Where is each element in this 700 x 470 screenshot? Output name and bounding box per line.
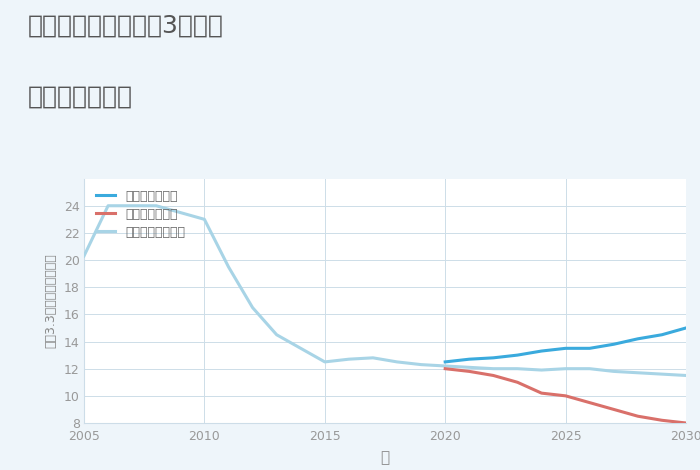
Text: 三重県名張市希央台3番町の: 三重県名張市希央台3番町の [28, 14, 224, 38]
Text: 土地の価格推移: 土地の価格推移 [28, 85, 133, 109]
Y-axis label: 坪（3.3㎡）単価（万円）: 坪（3.3㎡）単価（万円） [44, 253, 57, 348]
X-axis label: 年: 年 [380, 450, 390, 465]
Legend: グッドシナリオ, バッドシナリオ, ノーマルシナリオ: グッドシナリオ, バッドシナリオ, ノーマルシナリオ [97, 190, 185, 239]
